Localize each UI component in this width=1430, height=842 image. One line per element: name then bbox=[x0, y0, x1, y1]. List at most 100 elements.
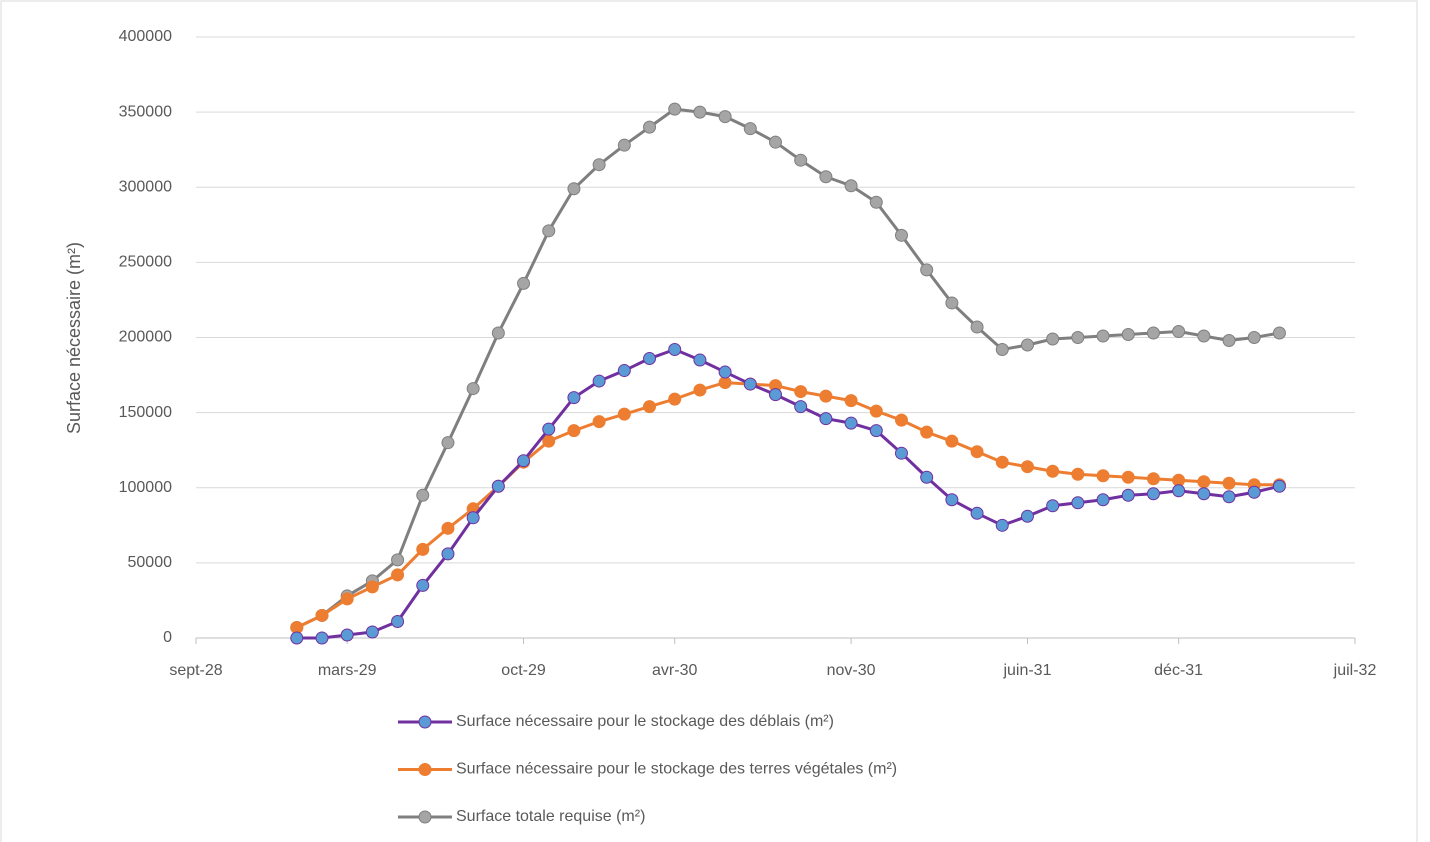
legend-marker bbox=[418, 715, 432, 729]
data-point bbox=[340, 628, 354, 642]
data-point bbox=[995, 518, 1009, 532]
data-point bbox=[894, 228, 908, 242]
data-point bbox=[1197, 475, 1211, 489]
legend-label: Surface totale requise (m²) bbox=[456, 808, 645, 825]
data-point bbox=[1146, 487, 1160, 501]
data-point bbox=[517, 276, 531, 290]
data-point bbox=[920, 263, 934, 277]
x-tick-label: mars-29 bbox=[318, 662, 377, 679]
data-point bbox=[617, 364, 631, 378]
data-point bbox=[718, 365, 732, 379]
data-point bbox=[844, 179, 858, 193]
data-point bbox=[668, 392, 682, 406]
data-point bbox=[769, 388, 782, 402]
data-point bbox=[315, 608, 329, 622]
x-tick-label: juil-32 bbox=[1333, 662, 1377, 679]
data-point bbox=[315, 631, 329, 645]
legend-marker bbox=[418, 763, 432, 776]
data-point bbox=[970, 506, 984, 520]
data-point bbox=[416, 488, 430, 502]
data-point bbox=[643, 400, 657, 414]
data-point bbox=[1272, 326, 1286, 340]
data-point bbox=[1020, 509, 1034, 523]
data-point bbox=[416, 578, 430, 592]
data-point bbox=[466, 382, 480, 396]
data-point bbox=[995, 455, 1009, 469]
y-tick-label: 100000 bbox=[119, 479, 172, 496]
data-point bbox=[1096, 493, 1110, 507]
data-point bbox=[466, 511, 480, 525]
data-point bbox=[592, 415, 606, 429]
data-point bbox=[869, 424, 883, 438]
x-tick-label: avr-30 bbox=[652, 662, 697, 679]
data-point bbox=[567, 182, 581, 196]
data-point bbox=[894, 413, 908, 427]
data-point bbox=[1121, 327, 1135, 341]
data-point bbox=[643, 352, 657, 366]
data-point bbox=[743, 122, 757, 136]
data-point bbox=[844, 416, 858, 430]
y-axis-label: Surface nécessaire (m²) bbox=[64, 242, 84, 434]
y-tick-label: 250000 bbox=[119, 254, 172, 271]
data-point bbox=[945, 296, 959, 310]
data-point bbox=[542, 422, 556, 436]
data-point bbox=[794, 400, 808, 414]
data-point bbox=[920, 425, 934, 439]
data-point bbox=[365, 625, 379, 639]
series-line bbox=[296, 381, 1280, 629]
y-tick-label: 350000 bbox=[119, 103, 172, 120]
data-point bbox=[1222, 334, 1236, 348]
data-point bbox=[743, 377, 757, 391]
data-point bbox=[340, 592, 354, 606]
data-point bbox=[1146, 472, 1160, 486]
data-point bbox=[290, 631, 304, 645]
y-tick-label: 400000 bbox=[119, 28, 172, 45]
data-point bbox=[592, 374, 606, 388]
data-point bbox=[970, 320, 984, 334]
data-point bbox=[1046, 499, 1060, 513]
data-point bbox=[668, 343, 682, 357]
data-point bbox=[592, 158, 606, 172]
data-point bbox=[1222, 476, 1236, 490]
data-point bbox=[844, 394, 858, 408]
data-point bbox=[1197, 487, 1211, 501]
data-point bbox=[869, 195, 883, 209]
data-point bbox=[1172, 484, 1186, 498]
data-point bbox=[617, 407, 631, 421]
data-point bbox=[668, 102, 682, 116]
data-point bbox=[441, 547, 455, 561]
data-point bbox=[567, 391, 581, 405]
data-point bbox=[617, 138, 631, 152]
data-point bbox=[995, 343, 1009, 357]
data-point bbox=[643, 120, 657, 134]
data-point bbox=[1121, 470, 1135, 484]
data-point bbox=[1172, 324, 1186, 338]
data-point bbox=[1222, 490, 1236, 504]
data-point bbox=[441, 521, 455, 535]
x-tick-label: nov-30 bbox=[827, 662, 876, 679]
data-point bbox=[391, 568, 405, 582]
data-point bbox=[693, 383, 707, 397]
data-point bbox=[819, 170, 833, 184]
data-point bbox=[441, 436, 455, 450]
series-line bbox=[296, 107, 1280, 629]
data-point bbox=[1197, 329, 1211, 343]
x-tick-label: déc-31 bbox=[1154, 662, 1203, 679]
data-point bbox=[1071, 331, 1085, 344]
x-tick-label: juin-31 bbox=[1002, 662, 1051, 679]
data-point bbox=[819, 412, 833, 426]
data-point bbox=[391, 553, 405, 567]
data-point bbox=[365, 580, 379, 594]
data-point bbox=[491, 479, 505, 493]
y-tick-label: 50000 bbox=[128, 554, 173, 571]
y-tick-label: 150000 bbox=[119, 404, 172, 421]
data-point bbox=[416, 542, 430, 556]
data-point bbox=[517, 454, 531, 468]
data-point bbox=[794, 153, 808, 167]
data-point bbox=[920, 470, 934, 484]
data-point bbox=[693, 105, 707, 119]
data-point bbox=[945, 493, 959, 507]
x-tick-label: sept-28 bbox=[169, 662, 222, 679]
